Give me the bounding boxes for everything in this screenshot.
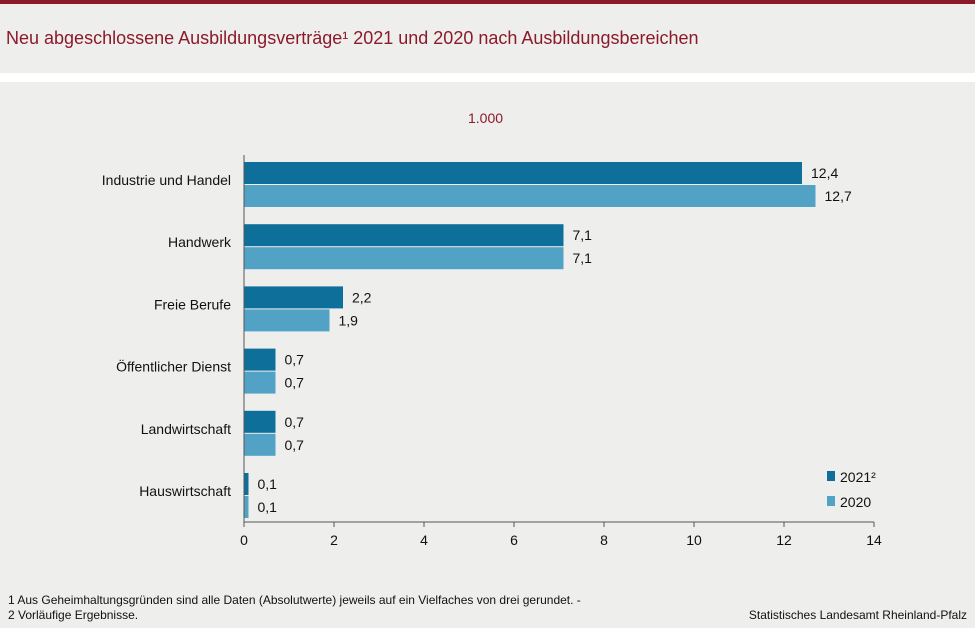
header: Neu abgeschlossene Ausbildungsverträge¹ … <box>0 4 975 73</box>
legend-label: 2020 <box>840 494 871 510</box>
bar-2020 <box>244 247 564 270</box>
category-label: Landwirtschaft <box>141 421 231 437</box>
x-tick-label: 4 <box>420 532 428 548</box>
bar-2021 <box>244 224 564 247</box>
x-tick-label: 10 <box>686 532 702 548</box>
data-label: 0,1 <box>258 476 278 492</box>
data-label: 0,1 <box>258 499 278 515</box>
legend-swatch-2021 <box>827 471 835 481</box>
legend-label: 2021² <box>840 469 876 485</box>
category-label: Handwerk <box>168 234 232 250</box>
category-label: Hauswirtschaft <box>139 483 231 499</box>
data-label: 2,2 <box>352 289 372 305</box>
bar-2021 <box>244 162 802 184</box>
x-tick-label: 2 <box>330 532 338 548</box>
bar-2021 <box>244 410 276 433</box>
data-label: 0,7 <box>285 375 305 391</box>
x-tick-label: 14 <box>866 532 882 548</box>
bar-2020 <box>244 496 249 518</box>
top-accent-bar <box>0 0 975 4</box>
data-label: 7,1 <box>573 227 593 243</box>
x-tick-label: 6 <box>510 532 518 548</box>
data-label: 0,7 <box>285 437 305 453</box>
bar-2020 <box>244 185 816 207</box>
bar-2020 <box>244 433 276 456</box>
data-label: 0,7 <box>285 414 305 430</box>
data-label: 7,1 <box>573 250 593 266</box>
data-label: 0,7 <box>285 352 305 368</box>
bar-2020 <box>244 309 330 332</box>
x-tick-label: 0 <box>240 532 248 548</box>
source-label: Statistisches Landesamt Rheinland-Pfalz <box>748 608 967 622</box>
footnote: 1 Aus Geheimhaltungsgründen sind alle Da… <box>8 593 581 622</box>
legend-swatch-2020 <box>827 496 835 506</box>
bar-2021 <box>244 473 249 495</box>
data-label: 1,9 <box>339 312 359 328</box>
bar-2020 <box>244 371 276 394</box>
data-label: 12,7 <box>825 188 852 204</box>
category-label: Öffentlicher Dienst <box>116 358 231 375</box>
x-tick-label: 12 <box>776 532 792 548</box>
bar-2021 <box>244 286 343 309</box>
unit-label: 1.000 <box>468 110 504 126</box>
data-label: 12,4 <box>811 165 838 181</box>
bar-2021 <box>244 348 276 371</box>
x-tick-label: 8 <box>600 532 608 548</box>
category-label: Freie Berufe <box>154 296 231 312</box>
category-label: Industrie und Handel <box>102 172 231 188</box>
page-title: Neu abgeschlossene Ausbildungsverträge¹ … <box>6 28 699 48</box>
